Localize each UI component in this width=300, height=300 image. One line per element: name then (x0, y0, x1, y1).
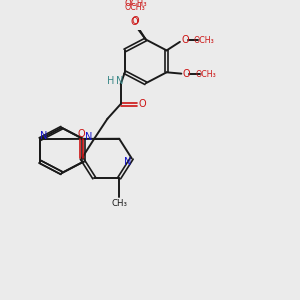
Text: O: O (132, 16, 139, 26)
Text: H: H (107, 76, 114, 86)
Text: O: O (183, 69, 190, 80)
Text: CH₃: CH₃ (111, 199, 127, 208)
Text: OCH₃: OCH₃ (195, 70, 216, 79)
Text: O: O (139, 99, 147, 109)
Text: OCH₃: OCH₃ (194, 36, 215, 45)
Text: O: O (131, 17, 138, 27)
Text: N: N (85, 132, 93, 142)
Text: N: N (116, 76, 123, 86)
Text: OCH₃: OCH₃ (124, 0, 147, 8)
Text: N: N (40, 131, 47, 141)
Text: O: O (181, 35, 189, 45)
Text: O: O (78, 129, 85, 139)
Text: N: N (124, 157, 131, 166)
Text: OCH₃: OCH₃ (124, 4, 145, 13)
